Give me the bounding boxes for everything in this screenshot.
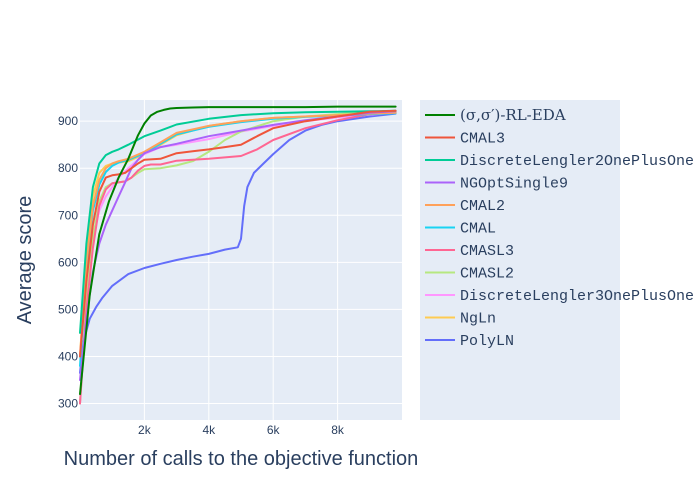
legend-item[interactable]: DiscreteLengler3OnePlusOne xyxy=(425,288,694,305)
series-lines xyxy=(79,105,397,405)
legend-item[interactable]: CMASL3 xyxy=(425,243,514,260)
y-tick-label: 800 xyxy=(58,161,78,175)
legend-item[interactable]: (σ,σ′)-RL-EDA xyxy=(425,106,566,124)
legend-item[interactable]: CMASL2 xyxy=(425,266,514,283)
legend-label: CMAL xyxy=(460,221,496,238)
legend-item[interactable]: PolyLN xyxy=(425,333,514,350)
y-tick-label: 900 xyxy=(58,114,78,128)
legend-label: DiscreteLengler2OnePlusOne xyxy=(460,153,694,170)
y-tick-label: 600 xyxy=(58,255,78,269)
y-tick-label: 500 xyxy=(58,302,78,316)
series-line-cmal2 xyxy=(79,111,397,358)
legend-label: (σ,σ′)-RL-EDA xyxy=(460,106,566,124)
legend-label: CMASL2 xyxy=(460,266,514,283)
y-tick-label: 700 xyxy=(58,208,78,222)
series-line-cmasl3 xyxy=(79,111,397,405)
y-axis-ticks: 300 400 500 600 700 800 900 xyxy=(58,114,78,410)
legend-label: CMAL3 xyxy=(460,131,505,148)
plot-area xyxy=(80,100,402,420)
legend-item[interactable]: NGOptSingle9 xyxy=(425,176,568,193)
legend-label: DiscreteLengler3OnePlusOne xyxy=(460,288,694,305)
series-line-polyln xyxy=(79,112,397,374)
legend-item[interactable]: CMAL2 xyxy=(425,198,505,215)
x-tick-label: 4k xyxy=(202,423,216,437)
legend-item[interactable]: CMAL xyxy=(425,221,496,238)
legend-item[interactable]: NgLn xyxy=(425,311,496,328)
series-line-ngoptsingle9 xyxy=(79,110,397,381)
y-axis-title: Average score xyxy=(14,196,36,325)
x-tick-label: 2k xyxy=(138,423,152,437)
series-line--rl-eda xyxy=(79,105,397,396)
legend-label: CMAL2 xyxy=(460,198,505,215)
x-tick-label: 6k xyxy=(267,423,281,437)
legend-label: NGOptSingle9 xyxy=(460,176,568,193)
legend-label: CMASL3 xyxy=(460,243,514,260)
legend-label: PolyLN xyxy=(460,333,514,350)
legend-item[interactable]: CMAL3 xyxy=(425,131,505,148)
legend-background xyxy=(420,100,620,420)
legend[interactable]: (σ,σ′)-RL-EDA CMAL3 DiscreteLengler2OnePlu… xyxy=(425,106,694,350)
series-line-cmal3 xyxy=(79,109,397,358)
y-tick-label: 300 xyxy=(58,397,78,411)
x-axis-title: Number of calls to the objective functio… xyxy=(64,448,419,470)
series-line-discretelengler2oneplusone xyxy=(79,109,397,334)
x-axis-ticks: 2k 4k 6k 8k xyxy=(138,423,345,437)
y-tick-label: 400 xyxy=(58,349,78,363)
legend-label: NgLn xyxy=(460,311,496,328)
x-tick-label: 8k xyxy=(331,423,345,437)
legend-item[interactable]: DiscreteLengler2OnePlusOne xyxy=(425,153,694,170)
